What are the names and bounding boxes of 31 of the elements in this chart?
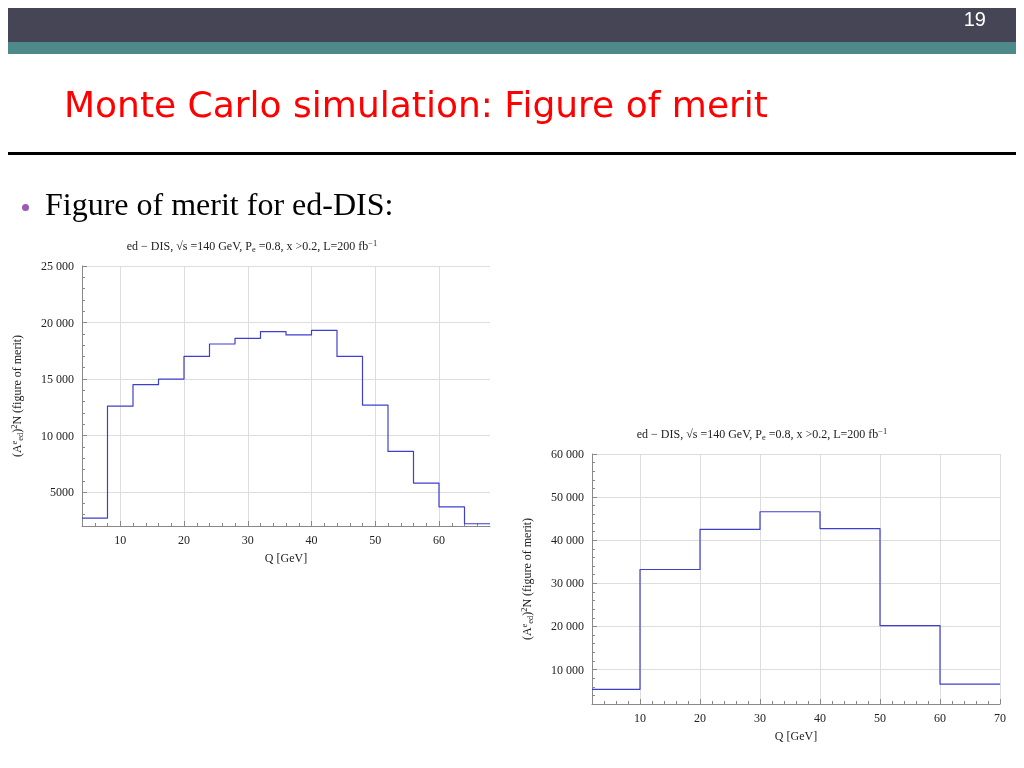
y-tick-label: 50 000 [551, 490, 584, 505]
x-tick-label: 40 [305, 533, 318, 547]
x-tick-label: 60 [934, 711, 946, 725]
y-tick-label: 10 000 [551, 662, 584, 677]
x-tick-label: 50 [874, 711, 886, 725]
x-tick-label: 30 [754, 711, 766, 725]
x-tick-label: 60 [433, 533, 445, 547]
x-tick-label: 40 [814, 711, 826, 725]
x-tick-label: 10 [634, 711, 646, 725]
x-tick-label: 20 [694, 711, 706, 725]
x-tick-label: 70 [994, 711, 1006, 725]
x-axis-title: Q [GeV] [774, 729, 818, 743]
y-tick-label: 60 000 [551, 447, 584, 461]
x-axis-title: Q [GeV] [264, 551, 308, 565]
text: Monte Carlo simulation: Figure of merit [64, 84, 768, 125]
x-tick-label: 10 [114, 533, 127, 547]
text: 19 [963, 8, 986, 31]
x-tick-label: 20 [178, 533, 190, 547]
y-tick-label: 40 000 [551, 533, 584, 548]
y-tick-label: 10 000 [41, 428, 74, 443]
y-tick-label: 20 000 [41, 315, 74, 330]
y-tick-label: 30 000 [551, 576, 584, 591]
text: Figure of merit for ed-DIS: [44, 186, 394, 223]
y-tick-label: 25 000 [41, 259, 74, 273]
y-tick-label: 5000 [50, 485, 74, 500]
y-axis-title: (Aeed)2N (figure of merit) [9, 334, 25, 458]
y-tick-label: 20 000 [551, 619, 584, 634]
y-axis-title: (Aeed)2N (figure of merit) [519, 517, 535, 641]
y-tick-label: 15 000 [41, 372, 74, 387]
x-tick-label: 30 [241, 533, 254, 547]
x-tick-label: 50 [369, 533, 382, 547]
